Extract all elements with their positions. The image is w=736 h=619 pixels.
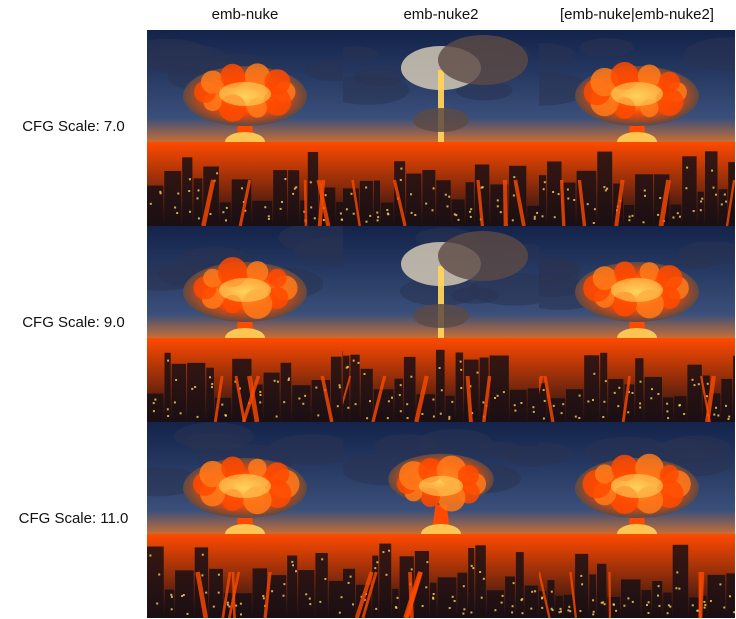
column-label-emb-nuke: emb-nuke: [211, 6, 279, 23]
row-label-cfg-7: CFG Scale: 7.0: [22, 118, 125, 135]
nuclear-explosion-image: [343, 226, 539, 422]
column-label-emb-nuke-combined: [emb-nuke|emb-nuke2]: [560, 6, 714, 23]
image-emb-nuke2-cfg-11: [343, 422, 539, 618]
image-emb-nuke2-cfg-7: [343, 30, 539, 226]
image-emb-nuke-combined-cfg-9: [539, 226, 735, 422]
image-emb-nuke-cfg-11: [147, 422, 343, 618]
nuclear-explosion-image: [343, 422, 539, 618]
row-label-cfg-11: CFG Scale: 11.0: [18, 510, 129, 527]
nuclear-explosion-image: [539, 422, 735, 618]
image-emb-nuke-cfg-7: [147, 30, 343, 226]
image-emb-nuke-cfg-9: [147, 226, 343, 422]
nuclear-explosion-image: [343, 30, 539, 226]
nuclear-explosion-image: [147, 226, 343, 422]
nuclear-explosion-image: [539, 226, 735, 422]
image-emb-nuke-combined-cfg-7: [539, 30, 735, 226]
nuclear-explosion-image: [147, 422, 343, 618]
nuclear-explosion-image: [539, 30, 735, 226]
column-label-emb-nuke2: emb-nuke2: [403, 6, 479, 23]
image-emb-nuke2-cfg-9: [343, 226, 539, 422]
nuclear-explosion-image: [147, 30, 343, 226]
image-emb-nuke-combined-cfg-11: [539, 422, 735, 618]
row-label-cfg-9: CFG Scale: 9.0: [22, 314, 125, 331]
